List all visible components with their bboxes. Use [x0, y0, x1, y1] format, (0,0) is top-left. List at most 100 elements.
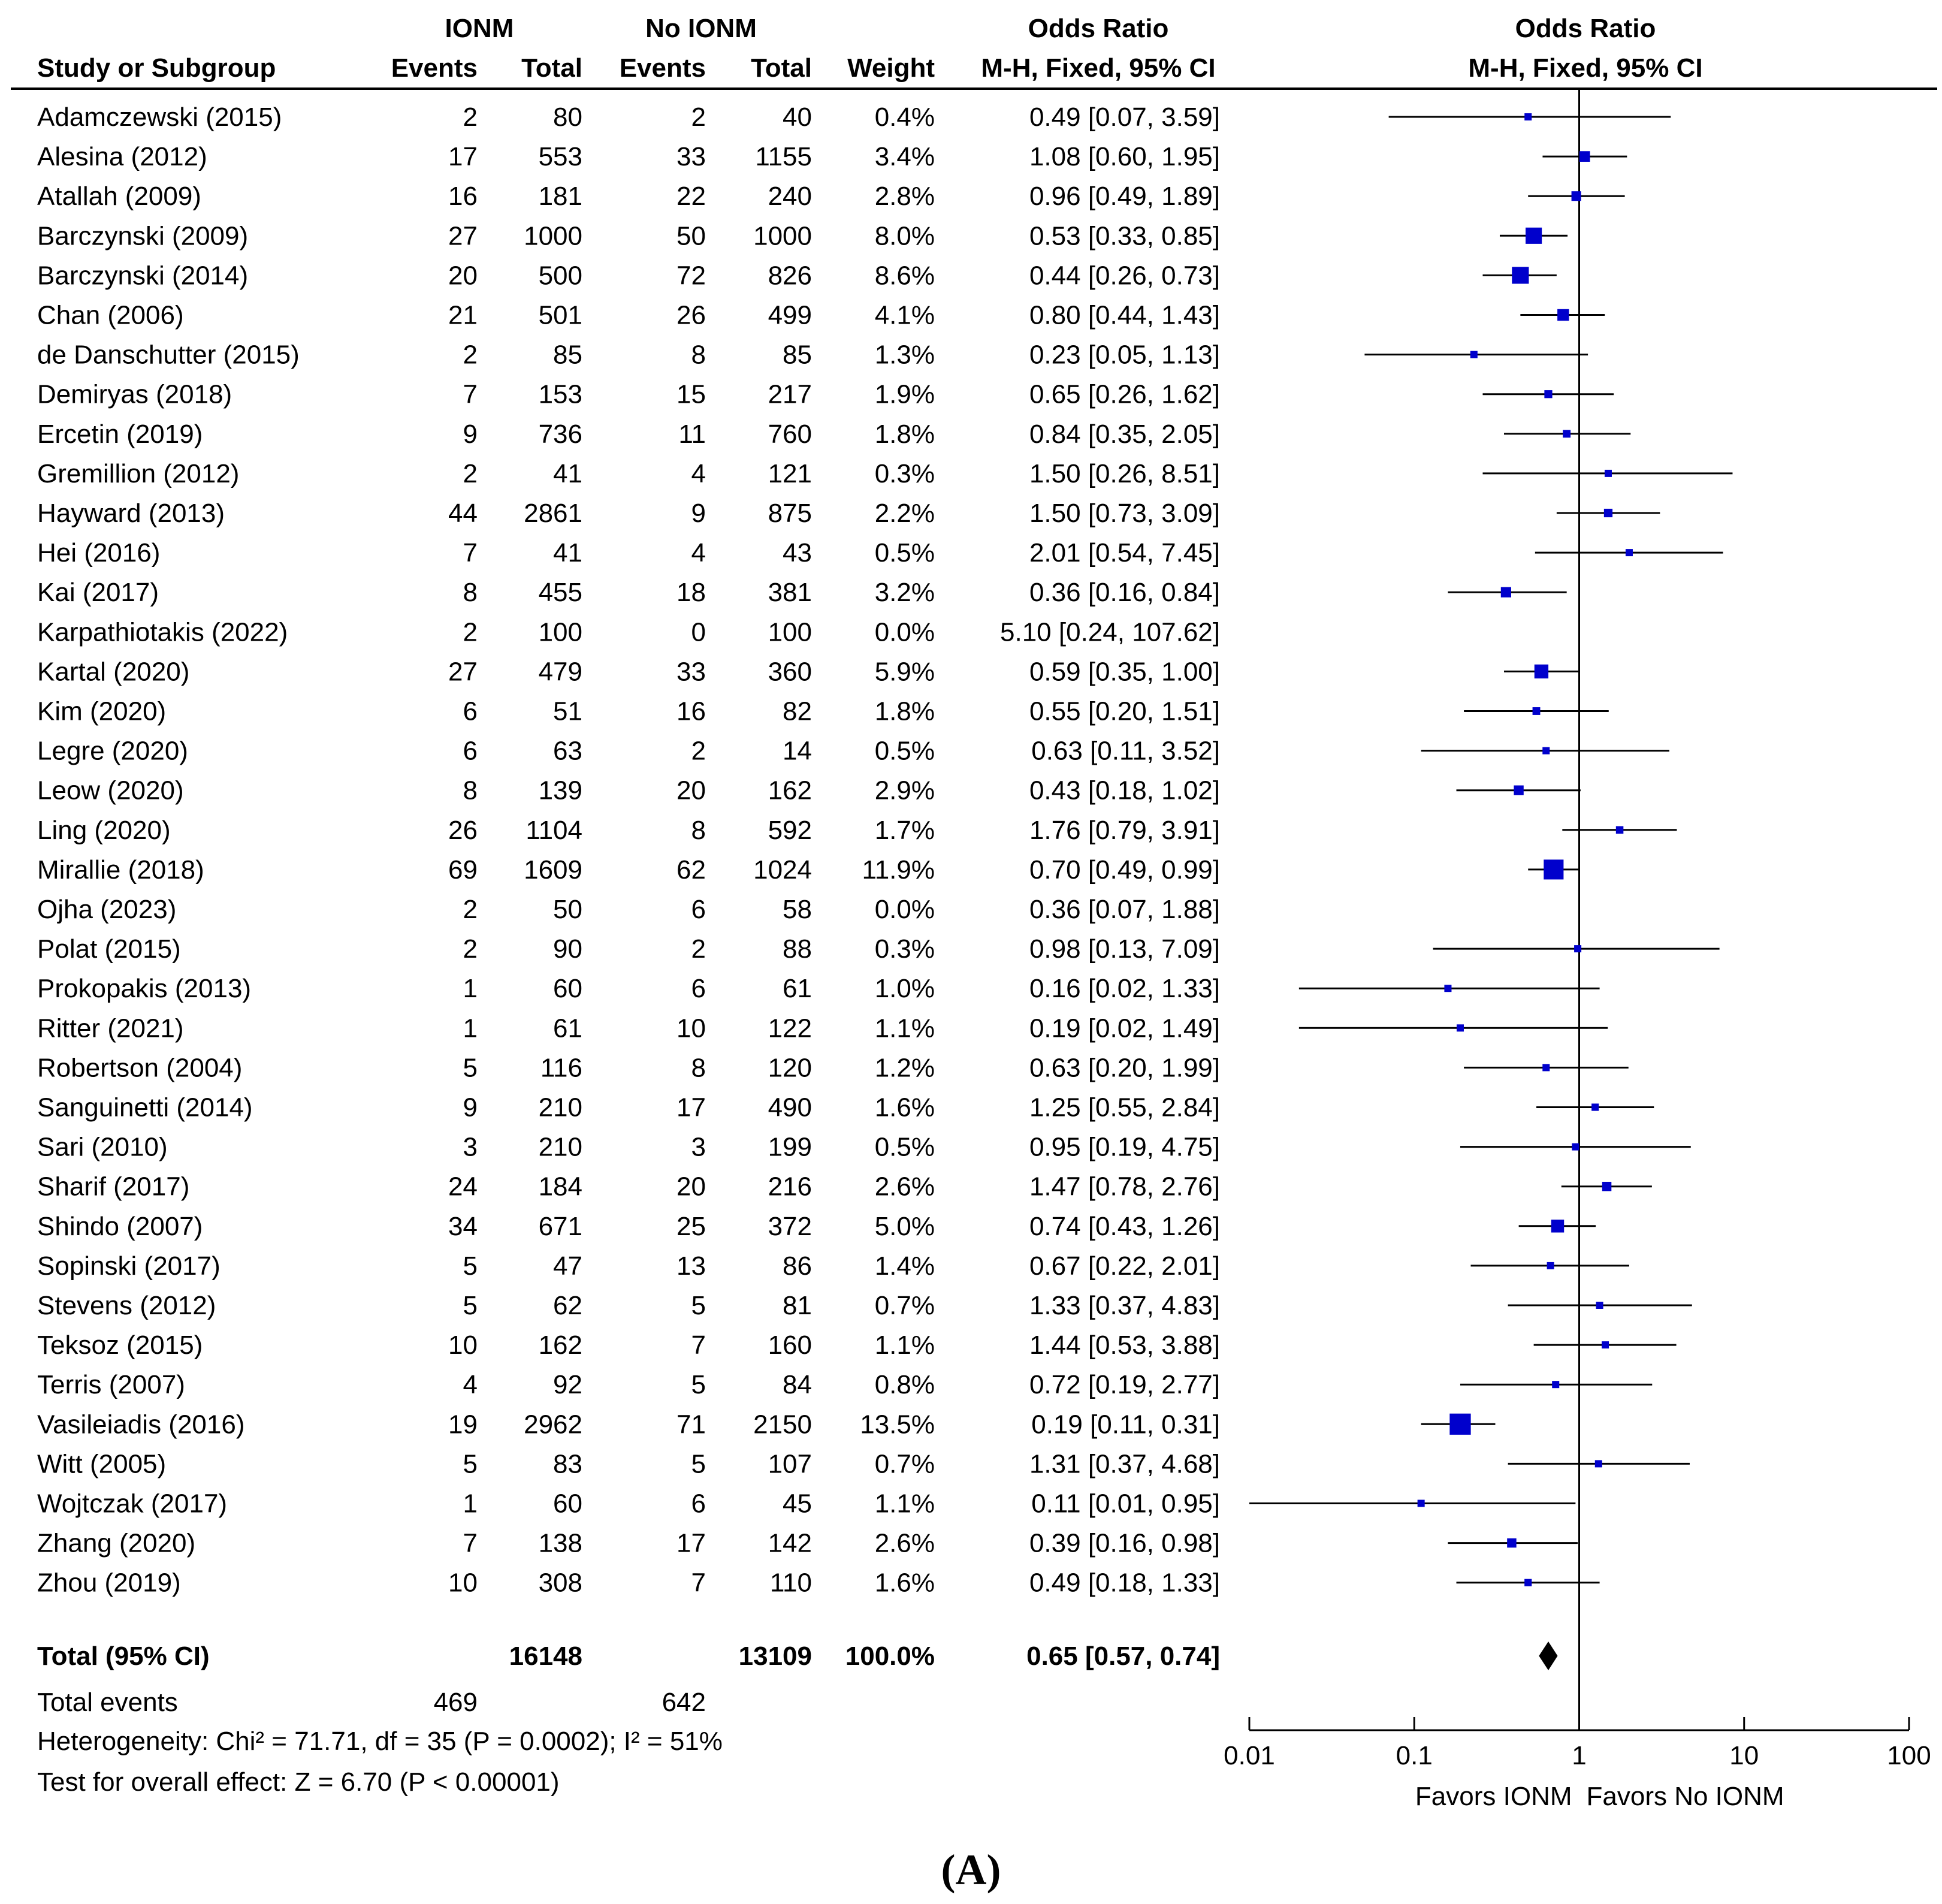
point-estimate [1596, 1302, 1603, 1309]
weight-value: 2.6% [875, 1172, 935, 1202]
events-no-ionm: 6 [691, 974, 706, 1003]
events-no-ionm: 7 [691, 1568, 706, 1598]
events-no-ionm: 2 [691, 102, 706, 132]
odds-ratio-ci: 0.98 [0.13, 7.09] [1029, 934, 1220, 964]
study-name: Wojtczak (2017) [37, 1489, 227, 1519]
total-ionm: 671 [539, 1212, 582, 1241]
study-name: Robertson (2004) [37, 1053, 242, 1082]
odds-ratio-ci: 2.01 [0.54, 7.45] [1029, 538, 1220, 568]
events-no-ionm: 2 [691, 934, 706, 964]
total-ionm: 139 [539, 776, 582, 805]
total-label: Total (95% CI) [37, 1642, 210, 1671]
total-ionm: 162 [539, 1330, 582, 1360]
point-estimate [1604, 469, 1612, 477]
study-row: Vasileiadis (2016) 19 2962 71 2150 13.5% 0.19 … [37, 1410, 1220, 1439]
study-name: Prokopakis (2013) [37, 974, 251, 1003]
study-row: Ercetin (2019) 9 736 11 760 1.8% 0.84 [0.35, 2… [37, 420, 1220, 449]
odds-ratio-ci: 0.44 [0.26, 0.73] [1029, 261, 1220, 290]
total-ionm: 184 [539, 1172, 582, 1202]
point-estimate [1552, 1381, 1560, 1389]
events-no-ionm: 2 [691, 737, 706, 766]
events-ionm: 69 [448, 855, 478, 885]
total-ionm: 16148 [509, 1642, 582, 1671]
events-ionm: 5 [463, 1251, 478, 1281]
study-name: Demiryas (2018) [37, 380, 232, 409]
events-no-ionm: 5 [691, 1370, 706, 1399]
study-row: Sanguinetti (2014) 9 210 17 490 1.6% 1.25 [0.5… [37, 1093, 1220, 1123]
point-estimate [1470, 351, 1478, 358]
study-name: Terris (2007) [37, 1370, 185, 1399]
total-ionm: 1609 [524, 855, 582, 885]
x-tick-label: 1 [1572, 1741, 1586, 1770]
total-ionm: 83 [553, 1449, 582, 1478]
overall-effect-text: Test for overall effect: Z = 6.70 (P < 0… [37, 1767, 560, 1797]
study-row: Barczynski (2014) 20 500 72 826 8.6% 0.44 [0.2… [37, 261, 1220, 290]
weight-value: 1.8% [875, 697, 935, 726]
point-estimate [1574, 945, 1582, 953]
odds-ratio-ci: 0.70 [0.49, 0.99] [1029, 855, 1220, 885]
point-estimate [1507, 1538, 1517, 1548]
weight-value: 0.3% [875, 934, 935, 964]
total-no-ionm: 45 [783, 1489, 812, 1519]
study-name: Adamczewski (2015) [37, 102, 282, 132]
events-ionm: 5 [463, 1449, 478, 1478]
total-ionm: 153 [539, 380, 582, 409]
weight-value: 1.7% [875, 816, 935, 845]
study-name: Barczynski (2014) [37, 261, 248, 290]
total-no-ionm: 2150 [753, 1410, 812, 1439]
study-row: Karpathiotakis (2022) 2 100 0 100 0.0% 5.10 [0… [37, 617, 1220, 647]
point-estimate [1532, 707, 1541, 715]
total-no-ionm: 1000 [753, 221, 812, 251]
total-no-ionm: 13109 [739, 1642, 812, 1671]
total-ionm: 61 [553, 1013, 582, 1043]
odds-ratio-ci: 0.49 [0.18, 1.33] [1029, 1568, 1220, 1598]
events-no-ionm: 4 [691, 538, 706, 568]
total-no-ionm: 372 [768, 1212, 812, 1241]
weight-value: 0.5% [875, 538, 935, 568]
point-estimate [1557, 309, 1569, 321]
study-name: Zhang (2020) [37, 1529, 195, 1558]
odds-ratio-ci: 0.16 [0.02, 1.33] [1029, 974, 1220, 1003]
odds-ratio-ci: 1.44 [0.53, 3.88] [1029, 1330, 1220, 1360]
total-ionm: 60 [553, 974, 582, 1003]
total-no-ionm: 160 [768, 1330, 812, 1360]
header-group-ionm: IONM [445, 14, 514, 43]
weight-value: 2.9% [875, 776, 935, 805]
odds-ratio-ci: 0.59 [0.35, 1.00] [1029, 657, 1220, 686]
header-or-method: M-H, Fixed, 95% CI [981, 53, 1215, 83]
events-no-ionm: 17 [676, 1529, 706, 1558]
study-name: Zhou (2019) [37, 1568, 181, 1598]
weight-value: 1.1% [875, 1330, 935, 1360]
events-no-ionm: 18 [676, 578, 706, 607]
study-row: Shindo (2007) 34 671 25 372 5.0% 0.74 [0.43, 1… [37, 1212, 1220, 1241]
events-no-ionm: 6 [691, 895, 706, 924]
odds-ratio-ci: 1.08 [0.60, 1.95] [1029, 142, 1220, 171]
events-ionm: 34 [448, 1212, 478, 1241]
study-name: Stevens (2012) [37, 1291, 216, 1320]
events-no-ionm: 15 [676, 380, 706, 409]
total-no-ionm: 107 [768, 1449, 812, 1478]
events-ionm: 9 [463, 1093, 478, 1123]
odds-ratio-ci: 1.33 [0.37, 4.83] [1029, 1291, 1220, 1320]
events-ionm: 5 [463, 1291, 478, 1320]
study-row: Zhou (2019) 10 308 7 110 1.6% 0.49 [0.18, 1.33… [37, 1568, 1220, 1598]
point-estimate [1534, 664, 1549, 679]
weight-value: 1.2% [875, 1053, 935, 1082]
weight-value: 1.3% [875, 340, 935, 370]
total-no-ionm: 88 [783, 934, 812, 964]
total-ionm: 41 [553, 459, 582, 488]
study-row: Chan (2006) 21 501 26 499 4.1% 0.80 [0.44, 1.4… [37, 301, 1220, 330]
point-estimate [1547, 1262, 1554, 1269]
header-events-ionm: Events [391, 53, 478, 83]
weight-value: 1.6% [875, 1568, 935, 1598]
events-no-ionm: 9 [691, 499, 706, 528]
total-no-ionm: 82 [783, 697, 812, 726]
events-ionm: 1 [463, 1013, 478, 1043]
total-or-ci: 0.65 [0.57, 0.74] [1026, 1642, 1220, 1671]
point-estimate [1594, 1460, 1602, 1468]
favors-left-label: Favors IONM [1415, 1782, 1572, 1811]
total-no-ionm: 1155 [755, 142, 812, 171]
events-no-ionm: 8 [691, 816, 706, 845]
weight-value: 8.0% [875, 221, 935, 251]
odds-ratio-ci: 0.72 [0.19, 2.77] [1029, 1370, 1220, 1399]
